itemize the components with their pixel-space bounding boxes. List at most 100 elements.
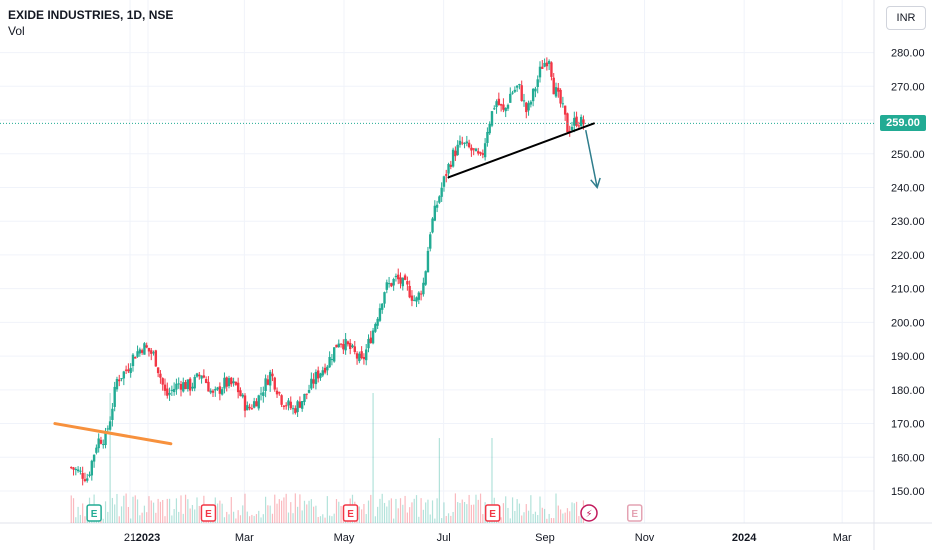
volume-bar — [443, 502, 445, 523]
volume-bar — [543, 508, 546, 523]
candle-body — [522, 100, 526, 102]
candle-body — [202, 375, 206, 378]
candle-body — [394, 275, 398, 278]
candle-body — [520, 85, 523, 101]
candle-body — [554, 87, 558, 97]
candle-body — [582, 119, 585, 125]
candle-body — [268, 371, 272, 386]
volume-bar — [306, 504, 308, 523]
candle-body — [211, 390, 215, 393]
candle-body — [371, 330, 375, 344]
volume-bar — [511, 497, 514, 523]
candle-body — [195, 373, 199, 377]
volume-bar — [532, 513, 534, 523]
candle-body — [95, 447, 98, 453]
volume-bar — [454, 493, 456, 523]
candle-body — [449, 164, 453, 167]
volume-bar — [367, 500, 370, 523]
y-tick-label: 160.00 — [891, 452, 925, 464]
volume-bar — [189, 508, 191, 523]
candle-body — [408, 285, 411, 298]
candle-body — [570, 126, 574, 131]
volume-bar — [313, 506, 315, 523]
volume-bar — [166, 498, 168, 523]
candle-body — [381, 303, 384, 310]
candle-body — [525, 102, 528, 113]
volume-bar — [415, 495, 418, 523]
volume-bar — [102, 518, 104, 523]
volume-bar — [226, 511, 228, 523]
earnings-marker-label: E — [205, 509, 212, 520]
candle-body — [573, 117, 576, 126]
candle-body — [294, 408, 297, 414]
candle-body — [515, 85, 519, 88]
candle-body — [333, 347, 336, 362]
candle-body — [168, 392, 171, 395]
volume-bar — [285, 493, 287, 523]
candle-body — [102, 444, 105, 446]
volume-bar — [557, 505, 559, 523]
earnings-marker-label: E — [347, 509, 354, 520]
volume-bar — [418, 516, 420, 523]
volume-bar — [434, 518, 436, 523]
candle-body — [140, 350, 144, 353]
volume-bar — [269, 505, 271, 523]
candle-body — [83, 479, 87, 482]
candle-body — [339, 343, 343, 345]
volume-bar — [70, 495, 72, 523]
candle-body — [335, 344, 338, 348]
volume-bar — [386, 506, 388, 523]
volume-bar — [553, 518, 555, 523]
candle-body — [321, 370, 324, 376]
candle-body — [227, 378, 231, 387]
volume-bar — [150, 500, 152, 523]
earnings-marker-label: E — [489, 509, 496, 520]
volume-bar — [507, 507, 509, 523]
candle-body — [543, 62, 546, 67]
volume-bar — [134, 495, 136, 523]
candle-body — [138, 349, 142, 354]
volume-bar — [159, 501, 162, 523]
candle-body — [129, 367, 132, 374]
candle-body — [397, 274, 400, 280]
candle-body — [291, 408, 295, 410]
y-tick-label: 200.00 — [891, 317, 925, 329]
volume-bar — [523, 512, 525, 523]
volume-bar — [381, 493, 383, 523]
candle-body — [495, 101, 498, 108]
y-tick-label: 190.00 — [891, 351, 925, 363]
candle-body — [252, 401, 256, 408]
volume-bar — [491, 438, 493, 523]
volume-bar — [136, 499, 139, 523]
earnings-marker — [200, 504, 217, 522]
candle-body — [248, 406, 251, 409]
volume-bar — [248, 516, 251, 523]
currency-selector[interactable]: INR — [886, 6, 926, 30]
candle-body — [179, 384, 183, 390]
volume-bar — [324, 517, 326, 523]
candle-body — [369, 337, 372, 343]
candle-body — [483, 143, 487, 158]
volume-bar — [116, 493, 118, 523]
candle-body — [563, 105, 567, 115]
volume-bar — [459, 502, 461, 523]
volume-bar — [143, 505, 146, 523]
volume-bar — [333, 513, 335, 523]
candle-body — [72, 467, 75, 470]
candle-body — [477, 151, 480, 154]
volume-bar — [546, 518, 548, 523]
volume-bar — [470, 504, 472, 523]
volume-bar — [72, 498, 75, 523]
volume-bar — [258, 510, 260, 523]
candle-body — [531, 88, 535, 102]
candle-body — [451, 149, 455, 167]
volume-bar — [436, 498, 438, 523]
candle-body — [456, 144, 459, 155]
candle-body — [438, 196, 441, 203]
volume-bar — [283, 497, 285, 523]
candle-body — [518, 83, 521, 86]
candle-body — [362, 356, 366, 360]
volume-bar — [383, 502, 386, 523]
candle-body — [557, 87, 560, 92]
